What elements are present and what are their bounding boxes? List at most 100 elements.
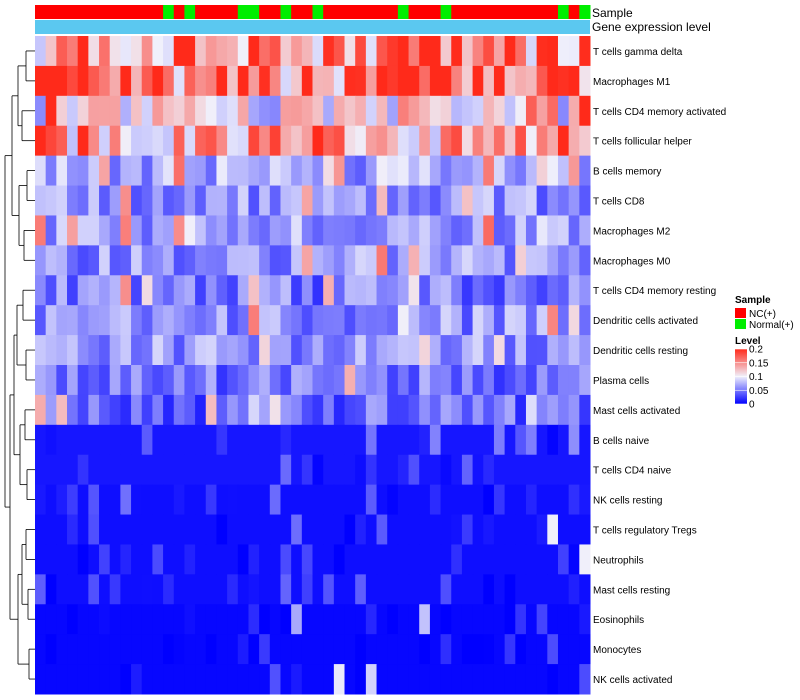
heatmap-cell (440, 155, 452, 187)
heatmap-cell (120, 514, 132, 545)
heatmap-cell (536, 484, 548, 516)
heatmap-cell (504, 305, 516, 336)
heatmap-cell (109, 215, 121, 246)
row-label: Mast cells activated (593, 406, 680, 417)
heatmap-cell (579, 155, 591, 187)
heatmap-cell (141, 424, 153, 456)
heatmap-cell (429, 125, 442, 157)
heatmap-cell (195, 275, 207, 306)
heatmap-cell (387, 365, 399, 396)
heatmap-cell (483, 365, 495, 396)
heatmap-cell (88, 604, 100, 635)
heatmap-cell (557, 36, 570, 67)
heatmap-cell (333, 634, 346, 665)
heatmap-cell (568, 574, 580, 605)
heatmap-cell (109, 664, 121, 695)
heatmap-cell (451, 335, 463, 366)
heatmap-cell (536, 155, 548, 187)
heatmap-cell (568, 65, 580, 97)
heatmap-cell (515, 604, 527, 635)
heatmap-cell (579, 335, 591, 366)
sample-annotation-cell (461, 5, 474, 19)
heatmap-cell (173, 36, 185, 67)
heatmap-cell (376, 394, 388, 426)
heatmap-cell (259, 394, 271, 426)
heatmap-cell (173, 65, 185, 97)
heatmap-cell (344, 275, 356, 306)
heatmap-cell (301, 275, 313, 306)
heatmap-cell (184, 634, 196, 665)
heatmap-cell (557, 424, 570, 456)
heatmap-cell (216, 394, 228, 426)
heatmap-cell (376, 305, 388, 336)
heatmap-cell (141, 365, 153, 396)
heatmap-cell (333, 544, 346, 575)
sample-annotation-cell (525, 5, 538, 19)
heatmap-cell (568, 664, 580, 695)
heatmap-cell (429, 574, 442, 605)
sample-annotation-cell (397, 5, 410, 19)
heatmap-cell (547, 125, 559, 157)
heatmap-cell (205, 65, 217, 97)
heatmap-cell (547, 95, 559, 127)
row-label: T cells regulatory Tregs (593, 526, 697, 537)
level-annotation-bar (35, 20, 590, 34)
heatmap-cell (440, 215, 452, 246)
heatmap-cell (56, 394, 68, 426)
heatmap-cell (525, 454, 538, 486)
heatmap-cell (312, 454, 324, 486)
heatmap-cell (88, 275, 100, 306)
heatmap-cell (355, 424, 367, 456)
heatmap-cell (99, 484, 111, 516)
heatmap-cell (515, 365, 527, 396)
heatmap-cell (344, 245, 356, 276)
heatmap-cell (141, 664, 153, 695)
heatmap-cell (88, 424, 100, 456)
heatmap-cell (163, 484, 175, 516)
heatmap-cell (173, 604, 185, 635)
heatmap-cell (579, 245, 591, 276)
heatmap-cell (259, 215, 271, 246)
heatmap-cell (557, 454, 570, 486)
heatmap-cell (56, 574, 68, 605)
heatmap-cell (408, 65, 420, 97)
heatmap-cell (141, 125, 153, 157)
heatmap-cell (205, 215, 217, 246)
heatmap-cell (45, 245, 57, 276)
legend: Sample NC(+) Normal(+) Level 0.20.150.10… (735, 295, 794, 411)
row-label: Macrophages M1 (593, 77, 671, 88)
heatmap-cell (376, 664, 388, 695)
heatmap-cell (205, 125, 217, 157)
heatmap-cell (35, 95, 47, 127)
heatmap-cell (109, 394, 121, 426)
heatmap-cell (483, 65, 495, 97)
heatmap-cell (45, 65, 57, 97)
heatmap-cell (408, 185, 420, 216)
heatmap-cell (120, 484, 132, 516)
heatmap-cell (461, 634, 474, 665)
heatmap-cell (67, 634, 79, 665)
heatmap-cell (184, 365, 196, 396)
heatmap-cell (248, 484, 260, 516)
heatmap-cell (323, 305, 335, 336)
heatmap-cell (355, 275, 367, 306)
heatmap-cell (195, 634, 207, 665)
heatmap-cell (184, 454, 196, 486)
heatmap-cell (461, 454, 474, 486)
heatmap-cell (408, 454, 420, 486)
heatmap-cell (429, 394, 442, 426)
heatmap-cell (376, 245, 388, 276)
heatmap-cell (291, 424, 303, 456)
heatmap-cell (205, 664, 217, 695)
heatmap-cell (77, 275, 89, 306)
sample-annotation-cell (419, 5, 431, 19)
heatmap-cell (472, 275, 484, 306)
heatmap-cell (387, 574, 399, 605)
heatmap-cell (259, 95, 271, 127)
heatmap-cell (461, 484, 474, 516)
heatmap-cell (557, 664, 570, 695)
heatmap-cell (248, 634, 260, 665)
heatmap-cell (483, 95, 495, 127)
heatmap-cell (344, 215, 356, 246)
sample-annotation-cell (56, 5, 68, 19)
